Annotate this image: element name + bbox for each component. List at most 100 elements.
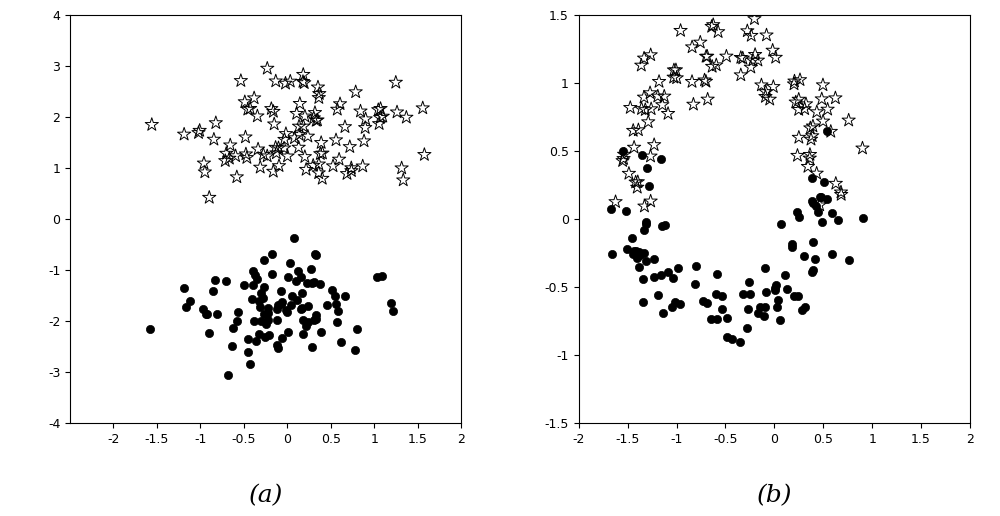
Point: [768, 281, 784, 289]
Point: [265, 167, 281, 175]
Point: [268, 77, 284, 85]
Point: [804, 132, 820, 140]
Point: [809, 108, 825, 116]
Point: [759, 31, 775, 39]
Point: [192, 126, 208, 135]
Point: [604, 250, 620, 259]
Point: [311, 90, 327, 98]
Point: [603, 205, 619, 213]
Point: [640, 118, 656, 126]
Point: [237, 98, 253, 106]
Point: [294, 304, 310, 312]
Point: [306, 114, 322, 122]
Point: [205, 287, 221, 295]
Point: [819, 195, 835, 203]
Point: [636, 202, 652, 211]
Point: [269, 341, 285, 349]
Point: [735, 291, 751, 299]
Point: [250, 145, 266, 153]
Point: [196, 159, 212, 167]
Point: [328, 300, 344, 308]
Point: [789, 151, 805, 159]
Point: [311, 160, 327, 168]
Point: [708, 61, 724, 69]
Point: [615, 157, 631, 165]
Point: [331, 155, 347, 164]
Point: [176, 284, 192, 293]
Point: [718, 52, 734, 60]
Point: [260, 316, 276, 324]
Point: [813, 194, 829, 202]
Point: [238, 150, 254, 158]
Point: [300, 132, 316, 140]
Point: [833, 188, 849, 196]
Point: [289, 109, 305, 118]
Point: [646, 255, 662, 263]
Point: [276, 144, 292, 152]
Point: [750, 56, 766, 64]
Point: [664, 303, 680, 311]
Point: [337, 292, 353, 300]
Point: [225, 325, 241, 333]
Point: [698, 52, 714, 60]
Point: [643, 105, 659, 113]
Point: [833, 190, 849, 199]
Point: [255, 294, 271, 302]
Point: [286, 134, 302, 142]
Point: [768, 53, 784, 61]
Point: [207, 276, 223, 284]
Point: [416, 151, 432, 159]
Text: (b): (b): [757, 484, 792, 507]
Point: [830, 216, 846, 224]
Point: [263, 105, 279, 113]
Point: [300, 302, 316, 310]
Point: [767, 286, 783, 294]
Point: [293, 273, 309, 281]
Point: [791, 133, 807, 141]
Point: [805, 266, 821, 274]
Point: [724, 335, 740, 343]
Point: [616, 150, 632, 158]
Point: [773, 220, 789, 228]
Point: [199, 310, 215, 318]
Point: [608, 198, 624, 206]
Point: [794, 305, 810, 314]
Point: [651, 77, 667, 86]
Point: [270, 144, 286, 152]
Point: [240, 105, 256, 114]
Point: [630, 178, 646, 186]
Point: [687, 280, 703, 288]
Point: [290, 266, 306, 275]
Point: [803, 135, 819, 143]
Point: [259, 152, 275, 160]
Point: [252, 163, 268, 171]
Point: [217, 157, 233, 165]
Point: [638, 256, 654, 265]
Point: [300, 318, 316, 327]
Point: [827, 94, 843, 102]
Point: [739, 324, 755, 332]
Point: [296, 79, 312, 87]
Point: [650, 291, 666, 299]
Point: [784, 244, 800, 252]
Point: [332, 100, 348, 108]
Point: [246, 316, 262, 325]
Point: [313, 328, 329, 336]
Point: [733, 54, 749, 62]
Point: [704, 23, 720, 31]
Point: [313, 139, 329, 147]
Point: [653, 270, 669, 279]
Point: [280, 272, 296, 281]
Point: [804, 268, 820, 277]
Point: [218, 149, 234, 157]
Point: [820, 105, 836, 114]
Point: [804, 197, 820, 205]
Point: [278, 130, 294, 138]
Point: [221, 154, 237, 163]
Point: [253, 317, 269, 326]
Point: [244, 295, 260, 303]
Point: [797, 303, 813, 312]
Point: [229, 317, 245, 325]
Point: [747, 51, 763, 59]
Point: [308, 250, 324, 259]
